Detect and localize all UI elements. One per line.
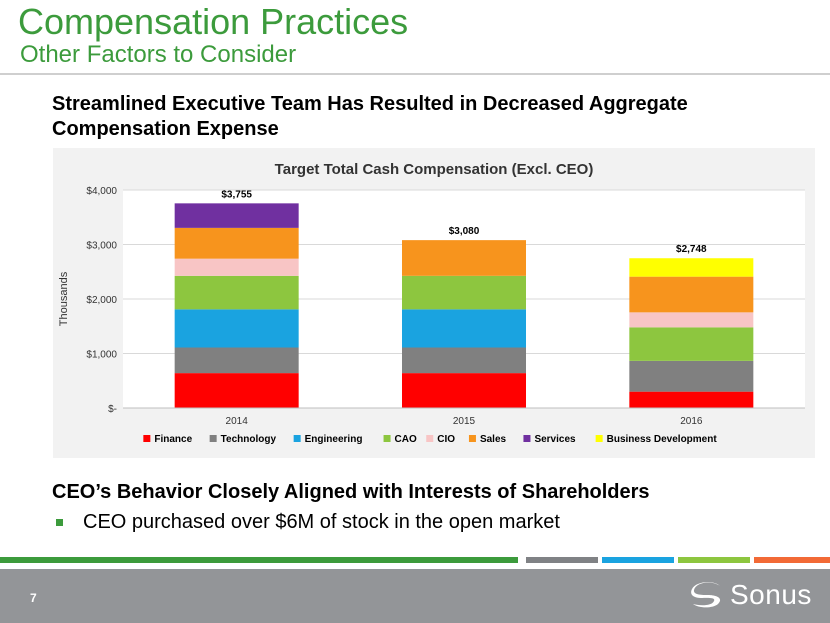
bar-finance-2014 bbox=[174, 373, 299, 408]
sonus-swoosh-icon bbox=[691, 582, 721, 608]
bar-sales-2016 bbox=[629, 276, 754, 313]
legend-label-engineering: Engineering bbox=[305, 434, 363, 445]
legend-label-business-development: Business Development bbox=[607, 434, 718, 445]
y-tick-label: $- bbox=[108, 404, 117, 415]
legend-swatch-business-development bbox=[595, 435, 603, 442]
legend-label-finance: Finance bbox=[154, 434, 192, 445]
footer-color-bars bbox=[0, 557, 830, 563]
legend-swatch-engineering bbox=[293, 435, 301, 442]
legend-label-sales: Sales bbox=[480, 434, 507, 445]
section-heading-ceo: CEO’s Behavior Closely Aligned with Inte… bbox=[52, 481, 650, 503]
legend-swatch-cio bbox=[426, 435, 434, 442]
bar-sales-2015 bbox=[402, 240, 526, 276]
bar-cio-2014 bbox=[174, 258, 299, 276]
bullet-item: CEO purchased over $6M of stock in the o… bbox=[56, 511, 560, 534]
legend-label-technology: Technology bbox=[221, 434, 277, 445]
y-axis-label: Thousands bbox=[58, 271, 70, 326]
x-tick-label: 2014 bbox=[226, 416, 249, 427]
logo-text: Sonus bbox=[730, 579, 812, 610]
slide-title: Compensation Practices bbox=[18, 1, 409, 42]
bar-services-2014 bbox=[174, 203, 299, 228]
legend-swatch-finance bbox=[143, 435, 151, 442]
bar-technology-2014 bbox=[174, 347, 299, 374]
footer: 7 Sonus bbox=[0, 569, 830, 623]
bar-technology-2015 bbox=[402, 347, 526, 374]
legend-label-services: Services bbox=[534, 434, 576, 445]
legend-swatch-cao bbox=[383, 435, 391, 442]
bar-cao-2015 bbox=[402, 275, 526, 310]
bullet-square-icon bbox=[56, 519, 63, 526]
y-tick-label: $2,000 bbox=[86, 295, 117, 306]
y-tick-label: $1,000 bbox=[86, 350, 117, 361]
stacked-bar-chart: Target Total Cash Compensation (Excl. CE… bbox=[58, 161, 805, 445]
chart-title: Target Total Cash Compensation (Excl. CE… bbox=[275, 161, 594, 178]
bar-sales-2014 bbox=[174, 227, 299, 259]
page-number: 7 bbox=[30, 591, 37, 605]
total-label-2015: $3,080 bbox=[449, 226, 480, 237]
slide-subtitle: Other Factors to Consider bbox=[20, 41, 297, 68]
footer-bar-gray bbox=[526, 557, 598, 563]
footer-bar-orange bbox=[754, 557, 830, 563]
bar-finance-2016 bbox=[629, 391, 754, 408]
legend-swatch-sales bbox=[468, 435, 476, 442]
legend-label-cao: CAO bbox=[395, 434, 417, 445]
bar-engineering-2015 bbox=[402, 309, 526, 348]
bar-cao-2016 bbox=[629, 327, 754, 361]
total-label-2016: $2,748 bbox=[676, 244, 707, 255]
bar-cao-2014 bbox=[174, 275, 299, 310]
bar-engineering-2014 bbox=[174, 309, 299, 348]
legend-swatch-services bbox=[523, 435, 531, 442]
legend-label-cio: CIO bbox=[437, 434, 455, 445]
title-divider bbox=[0, 73, 830, 75]
total-label-2014: $3,755 bbox=[221, 189, 252, 200]
x-tick-label: 2015 bbox=[453, 416, 476, 427]
bullet-text: CEO purchased over $6M of stock in the o… bbox=[83, 511, 560, 533]
footer-bar-blue bbox=[602, 557, 674, 563]
bar-technology-2016 bbox=[629, 360, 754, 392]
section-heading-compensation: Streamlined Executive Team Has Resulted … bbox=[52, 93, 688, 140]
legend-swatch-technology bbox=[209, 435, 217, 442]
x-tick-label: 2016 bbox=[680, 416, 703, 427]
y-tick-label: $3,000 bbox=[86, 241, 117, 252]
footer-bar-lime bbox=[678, 557, 750, 563]
y-tick-label: $4,000 bbox=[86, 186, 117, 197]
chart-panel: Target Total Cash Compensation (Excl. CE… bbox=[53, 148, 815, 458]
footer-bar-green bbox=[0, 557, 518, 563]
bar-cio-2016 bbox=[629, 312, 754, 328]
bar-finance-2015 bbox=[402, 373, 526, 408]
sonus-logo: Sonus bbox=[690, 579, 812, 611]
bar-business-development-2016 bbox=[629, 258, 754, 277]
